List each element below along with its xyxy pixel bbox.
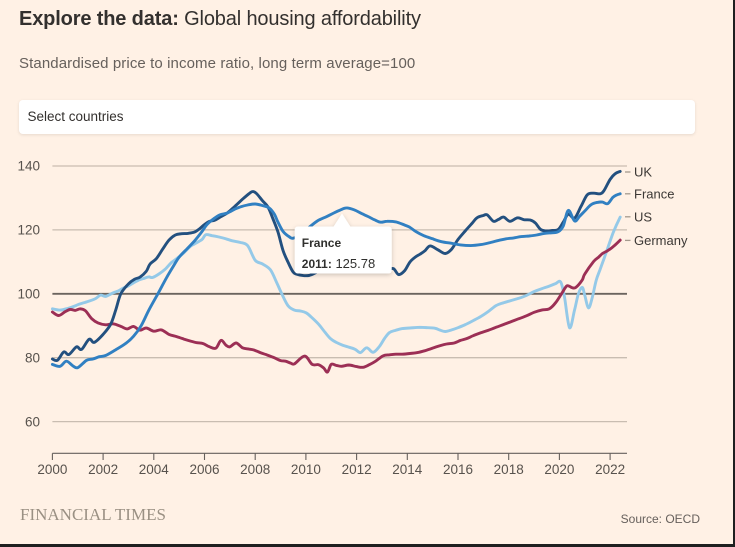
svg-text:140: 140	[17, 159, 40, 174]
svg-text:2006: 2006	[189, 462, 219, 477]
svg-text:80: 80	[25, 350, 40, 365]
svg-text:2010: 2010	[291, 462, 321, 477]
svg-text:France: France	[634, 186, 674, 201]
svg-text:2000: 2000	[37, 462, 67, 477]
svg-text:2004: 2004	[139, 462, 170, 477]
svg-text:2022: 2022	[595, 462, 625, 477]
svg-text:2011: 125.78: 2011: 125.78	[302, 256, 375, 271]
svg-text:UK: UK	[634, 165, 652, 180]
svg-text:120: 120	[17, 223, 40, 238]
svg-text:2002: 2002	[88, 462, 118, 477]
svg-text:2012: 2012	[342, 462, 372, 477]
svg-text:60: 60	[25, 414, 40, 429]
svg-text:US: US	[634, 209, 652, 224]
svg-text:2016: 2016	[443, 462, 473, 477]
svg-text:100: 100	[17, 287, 40, 302]
svg-text:France: France	[302, 236, 342, 250]
svg-text:2008: 2008	[240, 462, 270, 477]
svg-text:2014: 2014	[392, 462, 423, 477]
svg-text:2020: 2020	[544, 462, 574, 477]
svg-text:Germany: Germany	[634, 233, 688, 248]
svg-text:2018: 2018	[494, 462, 524, 477]
